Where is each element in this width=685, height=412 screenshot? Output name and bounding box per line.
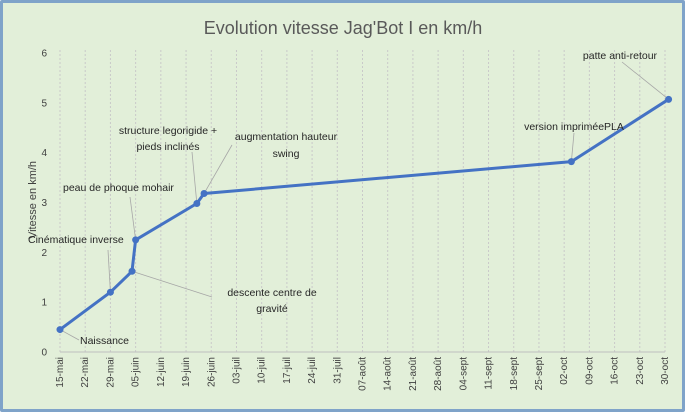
x-tick-label: 10-juil [257,357,268,384]
x-tick-label: 04-sept [458,357,469,391]
leader-line [203,144,233,194]
data-point [56,326,64,334]
x-tick-label: 05-juin [131,357,142,387]
x-tick-label: 03-juil [231,357,242,384]
y-tick-label: 5 [41,98,47,109]
x-tick-label: 31-juil [332,357,343,384]
data-point [106,288,114,296]
annotation-label: descente centre de gravité [227,287,316,315]
data-point [567,158,575,166]
x-tick-label: 14-août [383,357,394,391]
x-tick-label: 17-juil [282,357,293,384]
data-series [56,95,673,334]
x-axis-ticks: 15-mai 22-mai 29-mai 05-juin 12-juin 19-juin 2… [55,357,671,391]
grid-lines [59,50,666,352]
x-tick-label: 02-oct [559,357,570,385]
data-point [665,95,673,103]
data-point [200,190,208,198]
x-tick-label: 11-sept [484,357,495,390]
y-tick-label: 3 [41,198,47,209]
y-tick-label: 6 [41,49,47,60]
leader-line [621,61,669,100]
annotation-label: version impriméePLA [524,121,624,133]
y-axis-label: Vitesse en km/h [27,161,39,239]
annotation-label: patte anti-retour [583,50,658,62]
leader-line [131,270,213,298]
annotation-label: structure legorigide + pieds inclinés [119,125,217,153]
x-tick-label: 16-oct [610,357,621,385]
y-tick-label: 2 [41,248,47,259]
x-tick-label: 07-août [358,357,369,391]
x-tick-label: 30-oct [660,357,671,385]
x-tick-label: 12-juin [156,357,167,387]
leader-line [59,329,80,341]
annotation-label: Naissance [80,335,129,347]
x-tick-label: 09-oct [584,357,595,385]
y-axis-ticks: 0 1 2 3 4 5 6 [41,49,47,359]
x-tick-label: 21-août [408,357,419,391]
data-point [128,267,136,275]
series-line [59,98,670,331]
annotation-label: peau de phoque mohair [63,182,174,194]
y-tick-label: 1 [41,298,47,309]
x-tick-label: 29-mai [105,357,116,388]
x-tick-label: 23-oct [635,357,646,385]
leader-line [191,151,198,204]
data-point [193,199,201,207]
chart-title: Evolution vitesse Jag'Bot I en km/h [204,18,483,38]
data-annotations: Naissance Cinématique inverse descente cen… [28,50,658,347]
y-tick-label: 4 [41,148,47,159]
x-tick-label: 24-juil [307,357,318,384]
annotation-leader-lines [59,61,669,341]
x-tick-label: 26-juin [206,357,217,387]
annotation-label: augmentation hauteur swing [235,131,338,160]
x-tick-label: 18-sept [509,357,520,391]
x-tick-label: 25-sept [534,357,545,391]
data-point [132,236,140,244]
leader-line [107,249,111,293]
x-tick-label: 19-juin [181,357,192,387]
annotation-label: Cinématique inverse [28,234,124,246]
x-tick-label: 28-août [433,357,444,391]
leader-line [570,132,575,162]
leader-line [129,196,137,240]
y-tick-label: 0 [41,348,47,359]
x-tick-label: 22-mai [80,357,91,388]
x-tick-label: 15-mai [55,357,66,388]
